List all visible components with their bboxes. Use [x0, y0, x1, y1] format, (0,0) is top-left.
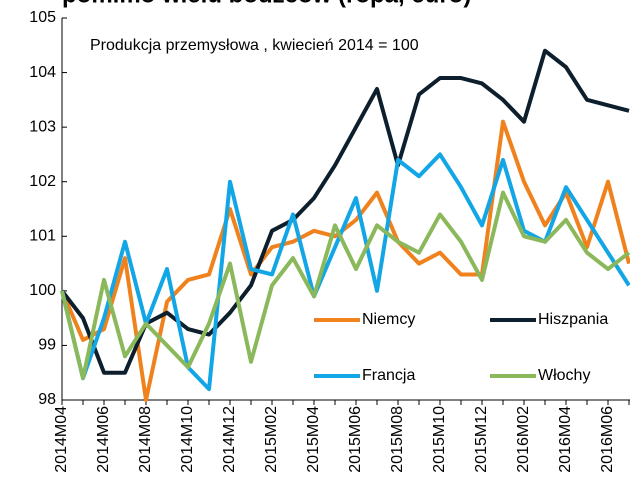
y-tick-label: 104	[29, 64, 56, 81]
y-tick-label: 102	[29, 173, 56, 190]
x-tick-label: 2014M04	[53, 406, 70, 473]
annotation: Produkcja przemysłowa , kwiecień 2014 = …	[90, 37, 419, 54]
series-line	[60, 190, 630, 381]
x-tick-label: 2015M10	[431, 406, 448, 473]
series-line	[60, 119, 630, 402]
x-tick-label: 2014M06	[95, 406, 112, 473]
x-tick-label: 2014M10	[179, 406, 196, 473]
x-tick-label: 2014M08	[137, 406, 154, 473]
legend-label: Francja	[362, 367, 415, 384]
x-tick-label: 2016M06	[599, 406, 616, 473]
legend-label: Niemcy	[362, 311, 415, 328]
legend-label: Hiszpania	[538, 311, 608, 328]
chart-title: pomimo wielu bodźców (ropa, euro)	[62, 0, 471, 8]
y-tick-label: 99	[38, 337, 56, 354]
legend-label: Włochy	[538, 367, 590, 384]
x-tick-label: 2015M04	[305, 406, 322, 473]
series-line	[60, 152, 630, 392]
x-tick-label: 2015M08	[389, 406, 406, 473]
y-tick-label: 101	[29, 228, 56, 245]
y-tick-label: 100	[29, 282, 56, 299]
y-tick-label: 98	[38, 391, 56, 408]
x-tick-label: 2016M02	[515, 406, 532, 473]
x-tick-label: 2015M12	[473, 406, 490, 473]
y-tick-label: 105	[29, 9, 56, 26]
x-tick-label: 2015M02	[263, 406, 280, 473]
series-line	[60, 48, 630, 375]
y-tick-label: 103	[29, 118, 56, 135]
x-tick-label: 2015M06	[347, 406, 364, 473]
x-tick-label: 2016M04	[557, 406, 574, 473]
x-tick-label: 2014M12	[221, 406, 238, 473]
